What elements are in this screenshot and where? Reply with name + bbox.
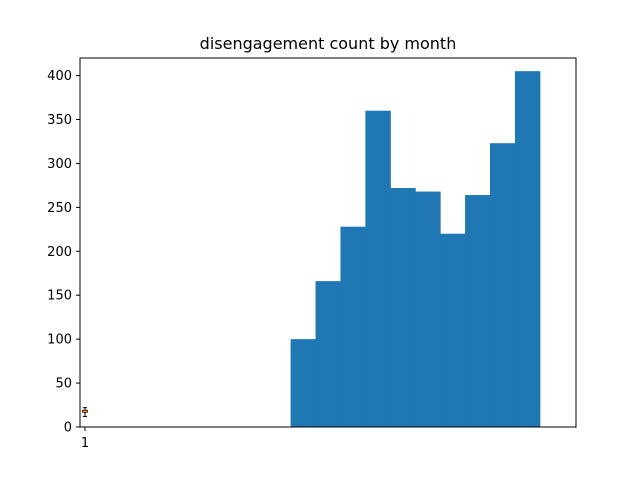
y-tick-label-400: 400 xyxy=(47,69,72,84)
bar-2 xyxy=(315,281,341,427)
y-axis: 0 50 100 150 200 250 300 350 400 xyxy=(47,69,80,436)
bar-5 xyxy=(390,188,416,427)
bars-group xyxy=(290,71,541,427)
x-tick-label-1: 1 xyxy=(81,436,89,451)
y-tick-label-300: 300 xyxy=(47,157,72,172)
plot-frame xyxy=(79,57,577,428)
x-axis: 1 xyxy=(81,427,89,451)
chart-title: disengagement count by month xyxy=(200,34,457,53)
y-tick-label-0: 0 xyxy=(64,421,72,436)
box-marker-group xyxy=(81,407,88,417)
bar-3 xyxy=(340,226,366,427)
y-tick-label-50: 50 xyxy=(55,377,72,392)
bar-9 xyxy=(490,143,516,427)
bar-4 xyxy=(365,110,391,427)
bar-8 xyxy=(465,195,491,427)
bar-1 xyxy=(290,339,317,427)
y-tick-label-150: 150 xyxy=(47,289,72,304)
y-tick-label-350: 350 xyxy=(47,113,72,128)
bar-7 xyxy=(440,233,466,427)
y-tick-label-200: 200 xyxy=(47,245,72,260)
bar-10 xyxy=(514,71,541,427)
y-tick-label-250: 250 xyxy=(47,201,72,216)
bar-6 xyxy=(415,191,441,427)
y-tick-label-100: 100 xyxy=(47,333,72,348)
